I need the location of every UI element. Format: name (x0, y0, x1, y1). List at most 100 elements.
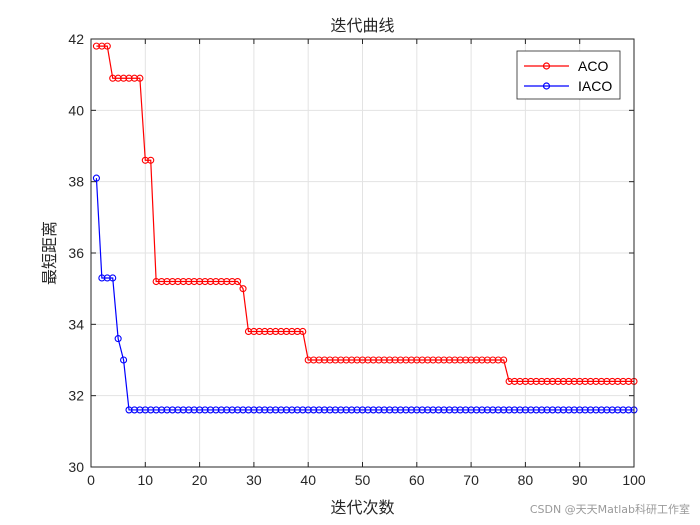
iaco-data-point (510, 406, 519, 414)
aco-data-point (299, 327, 307, 336)
iaco-data-point (141, 406, 149, 414)
aco-data-point (364, 356, 372, 364)
iaco-data-point (543, 406, 551, 414)
iaco-data-point (478, 406, 486, 414)
aco-data-point (429, 356, 437, 364)
iaco-data-point (272, 406, 280, 414)
aco-data-point (168, 277, 176, 286)
iaco-data-point (179, 406, 187, 414)
iaco-data-point (98, 274, 106, 282)
iaco-data-point (402, 406, 410, 414)
aco-data-point (478, 356, 486, 364)
iaco-data-point (282, 406, 291, 414)
aco-data-point (282, 327, 291, 336)
y-tick-label: 40 (68, 102, 84, 118)
aco-data-point (603, 377, 611, 385)
iaco-data-point (255, 406, 263, 414)
aco-data-point (261, 327, 269, 336)
iaco-data-point (413, 406, 421, 414)
y-axis-label: 最短距离 (40, 221, 59, 285)
y-tick-label: 42 (68, 31, 84, 47)
iaco-data-point (190, 406, 198, 414)
aco-data-point (614, 377, 622, 385)
aco-data-point (320, 356, 329, 364)
legend-iaco-marker (542, 82, 551, 90)
aco-data-point (554, 377, 562, 385)
iaco-data-point (608, 406, 616, 414)
iaco-data-point (288, 406, 296, 414)
iaco-data-point (244, 406, 253, 414)
x-tick-label: 20 (192, 472, 208, 488)
aco-data-point (206, 277, 215, 286)
watermark: CSDN @天天Matlab科研工作室 (529, 503, 690, 516)
iaco-data-point (521, 406, 529, 414)
x-axis-label: 迭代次数 (330, 498, 394, 517)
aco-data-point (625, 377, 633, 385)
iaco-data-point (174, 406, 182, 414)
aco-data-point (326, 356, 334, 364)
iaco-data-point (337, 406, 345, 414)
aco-data-point (472, 356, 481, 364)
aco-data-point (467, 356, 475, 364)
x-tick-label: 100 (622, 472, 646, 488)
aco-data-point (407, 356, 415, 364)
aco-data-point (559, 377, 567, 385)
legend: ACO IACO (516, 50, 621, 100)
aco-data-point (310, 356, 318, 364)
iaco-data-point (364, 406, 372, 414)
aco-data-point (163, 277, 171, 286)
aco-data-point (98, 42, 106, 50)
aco-data-point (548, 377, 557, 385)
legend-aco-marker (542, 62, 551, 70)
aco-data-point (597, 377, 605, 385)
iaco-data-point (581, 406, 589, 414)
iaco-data-point (375, 406, 383, 414)
aco-data-point (380, 356, 388, 364)
iaco-data-point (625, 406, 633, 414)
iaco-data-point (320, 406, 329, 414)
aco-data-point (109, 74, 117, 82)
aco-data-point (516, 377, 524, 385)
aco-data-point (505, 377, 513, 385)
iaco-data-point (516, 406, 524, 414)
iaco-data-point (103, 274, 111, 282)
aco-data-point (293, 327, 301, 336)
aco-data-point (424, 356, 432, 364)
aco-data-point (92, 42, 100, 50)
iaco-data-point (434, 406, 443, 414)
iaco-data-point (407, 406, 415, 414)
iaco-data-point (500, 406, 508, 414)
aco-data-point (228, 277, 236, 286)
iaco-data-point (201, 406, 209, 414)
aco-data-point (179, 277, 187, 286)
aco-data-point (103, 42, 111, 50)
iaco-data-point (440, 406, 448, 414)
iaco-data-point (576, 406, 584, 414)
aco-data-point (581, 377, 589, 385)
iaco-data-point (467, 406, 475, 414)
iaco-data-point (130, 406, 138, 414)
iaco-data-point (614, 406, 622, 414)
aco-data-point (201, 277, 209, 286)
iaco-data-point (424, 406, 432, 414)
iaco-data-point (559, 406, 567, 414)
aco-data-point (239, 285, 247, 293)
aco-data-point (277, 327, 285, 336)
aco-data-point (255, 327, 263, 336)
x-tick-label: 0 (87, 472, 95, 488)
chart-title: 迭代曲线 (330, 16, 394, 35)
iaco-data-point (386, 406, 394, 414)
iaco-data-point (505, 406, 513, 414)
aco-data-point (250, 327, 258, 336)
aco-data-point (413, 356, 421, 364)
iaco-data-point (109, 274, 117, 282)
iaco-data-point (120, 356, 128, 364)
aco-data-point (445, 356, 453, 364)
aco-data-point (402, 356, 410, 364)
aco-data-point (304, 356, 312, 364)
aco-data-point (190, 277, 198, 286)
aco-data-point (483, 356, 491, 364)
aco-data-point (147, 156, 155, 164)
iaco-data-point (472, 406, 481, 414)
iaco-data-point (136, 406, 144, 414)
